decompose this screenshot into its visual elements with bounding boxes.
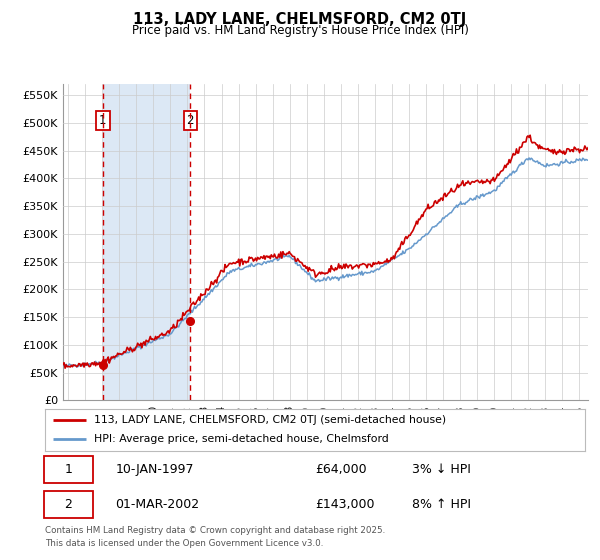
Text: 113, LADY LANE, CHELMSFORD, CM2 0TJ (semi-detached house): 113, LADY LANE, CHELMSFORD, CM2 0TJ (sem… [94,415,446,425]
Text: 8% ↑ HPI: 8% ↑ HPI [412,498,471,511]
Bar [103,84,190,400]
Text: HPI: Average price, semi-detached house, Chelmsford: HPI: Average price, semi-detached house,… [94,435,388,445]
FancyBboxPatch shape [44,491,92,519]
Text: 1: 1 [99,114,107,127]
Text: Price paid vs. HM Land Registry's House Price Index (HPI): Price paid vs. HM Land Registry's House … [131,24,469,37]
Text: 2: 2 [187,114,194,127]
Text: 3% ↓ HPI: 3% ↓ HPI [412,463,471,475]
Text: 2: 2 [64,498,72,511]
Text: 10-JAN-1997: 10-JAN-1997 [115,463,194,475]
FancyBboxPatch shape [44,456,92,483]
Text: 113, LADY LANE, CHELMSFORD, CM2 0TJ: 113, LADY LANE, CHELMSFORD, CM2 0TJ [133,12,467,27]
Text: 01-MAR-2002: 01-MAR-2002 [115,498,199,511]
Text: Contains HM Land Registry data © Crown copyright and database right 2025.
This d: Contains HM Land Registry data © Crown c… [45,526,385,548]
Text: 1: 1 [64,463,72,475]
Text: £143,000: £143,000 [315,498,374,511]
Text: £64,000: £64,000 [315,463,367,475]
